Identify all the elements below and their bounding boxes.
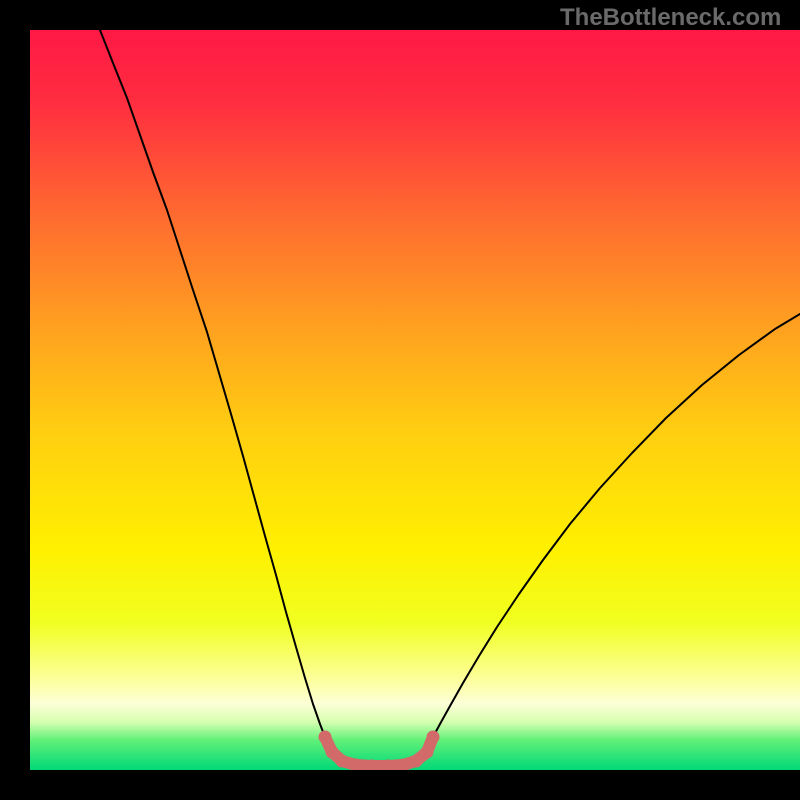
valley-marker bbox=[421, 746, 434, 759]
valley-marker bbox=[336, 755, 349, 768]
bottleneck-chart bbox=[0, 0, 800, 800]
valley-marker bbox=[397, 759, 410, 772]
valley-marker bbox=[350, 759, 363, 772]
valley-marker bbox=[410, 755, 423, 768]
valley-marker bbox=[326, 746, 339, 759]
frame-bottom bbox=[0, 770, 800, 800]
watermark-text: TheBottleneck.com bbox=[560, 4, 781, 32]
valley-marker bbox=[319, 731, 332, 744]
valley-marker bbox=[427, 731, 440, 744]
frame-left bbox=[0, 0, 30, 800]
